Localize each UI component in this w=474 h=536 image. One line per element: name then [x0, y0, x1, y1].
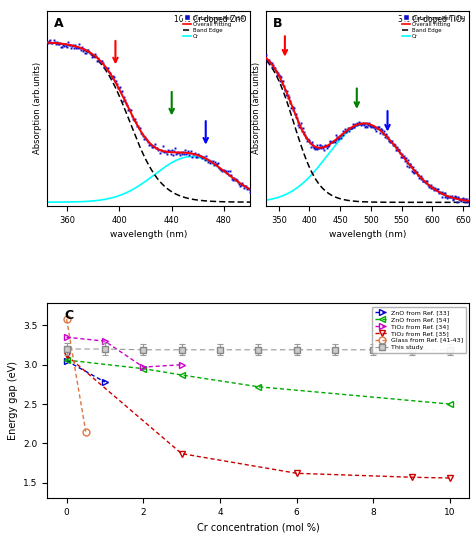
X-axis label: wavelength (nm): wavelength (nm): [329, 230, 407, 239]
TiO₂ from Ref. [35]: [447, 475, 453, 481]
ZnO from Ref. [54]: [140, 366, 146, 372]
X-axis label: wavelength (nm): wavelength (nm): [110, 230, 188, 239]
Y-axis label: Absorption (arb.units): Absorption (arb.units): [252, 62, 261, 154]
TiO₂ from Ref. [34]: [140, 364, 146, 370]
Text: 3% Cr-doped TiO₂: 3% Cr-doped TiO₂: [398, 14, 465, 24]
Text: 10% Cr-doped ZnO: 10% Cr-doped ZnO: [174, 14, 246, 24]
ZnO from Ref. [54]: [255, 384, 261, 390]
Y-axis label: Energy gap (eV): Energy gap (eV): [8, 361, 18, 441]
TiO₂ from Ref. [35]: [409, 474, 415, 480]
X-axis label: Cr concentration (mol %): Cr concentration (mol %): [197, 523, 319, 533]
Text: A: A: [54, 17, 63, 29]
Line: Glass from Ref. [41-43]: Glass from Ref. [41-43]: [63, 316, 89, 435]
ZnO from Ref. [33]: [64, 358, 69, 364]
Legend: ZnO from Ref. [33], ZnO from Ref. [54], TiO₂ from Ref. [34], TiO₂ from Ref. [35]: ZnO from Ref. [33], ZnO from Ref. [54], …: [372, 307, 466, 353]
Glass from Ref. [41-43]: [64, 316, 69, 322]
TiO₂ from Ref. [34]: [102, 338, 108, 344]
ZnO from Ref. [33]: [102, 379, 108, 385]
TiO₂ from Ref. [35]: [64, 352, 69, 359]
Line: TiO₂ from Ref. [34]: TiO₂ from Ref. [34]: [63, 334, 185, 370]
ZnO from Ref. [54]: [447, 401, 453, 407]
Text: C: C: [64, 309, 73, 322]
Legend: Data from Ref. [34], Overall Fitting, Band Edge, Cr: Data from Ref. [34], Overall Fitting, Ba…: [401, 13, 466, 41]
Glass from Ref. [41-43]: [83, 428, 89, 435]
TiO₂ from Ref. [34]: [64, 334, 69, 340]
ZnO from Ref. [54]: [64, 357, 69, 363]
Y-axis label: Absorption (arb.units): Absorption (arb.units): [33, 62, 42, 154]
TiO₂ from Ref. [35]: [179, 450, 184, 457]
TiO₂ from Ref. [34]: [179, 361, 184, 368]
Line: ZnO from Ref. [33]: ZnO from Ref. [33]: [63, 358, 109, 385]
Line: ZnO from Ref. [54]: ZnO from Ref. [54]: [63, 356, 454, 407]
ZnO from Ref. [54]: [179, 372, 184, 378]
Legend: Data from Ref. [54], Overall Fitting, Band Edge, Cr: Data from Ref. [54], Overall Fitting, Ba…: [182, 13, 247, 41]
TiO₂ from Ref. [35]: [294, 470, 300, 477]
Text: B: B: [273, 17, 282, 29]
Line: TiO₂ from Ref. [35]: TiO₂ from Ref. [35]: [63, 352, 454, 481]
